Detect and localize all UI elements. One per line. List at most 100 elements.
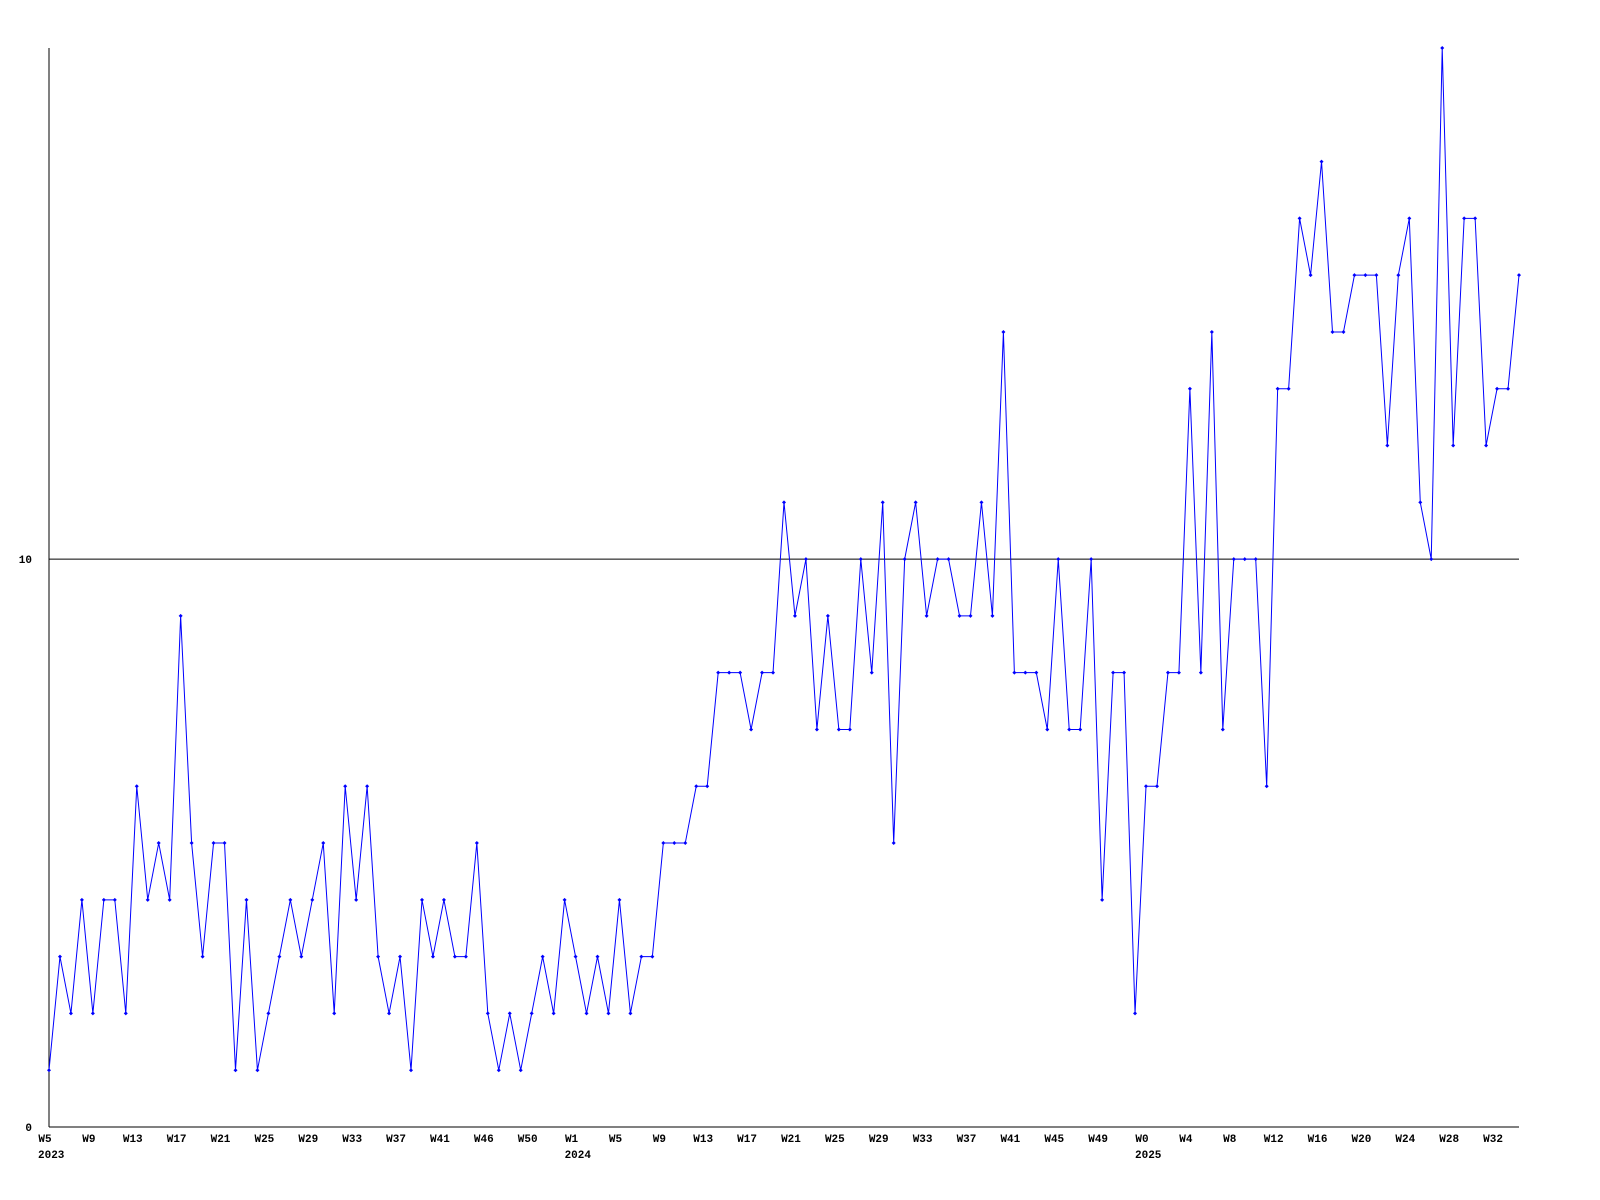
point — [145, 897, 150, 902]
point — [902, 557, 907, 562]
point — [452, 954, 457, 959]
x-tick-label: W25 — [254, 1134, 274, 1146]
point — [1067, 727, 1072, 732]
point — [957, 613, 962, 618]
x-tick-label: W37 — [386, 1134, 406, 1146]
point — [935, 557, 940, 562]
point — [1100, 897, 1105, 902]
x-tick-label: W32 — [1483, 1134, 1503, 1146]
point — [288, 897, 293, 902]
point — [376, 954, 381, 959]
point — [409, 1068, 414, 1073]
point — [1275, 386, 1280, 391]
x-tick-label: W9 — [82, 1134, 95, 1146]
point — [321, 841, 326, 846]
point — [310, 897, 315, 902]
x-tick-label: W17 — [737, 1134, 757, 1146]
point — [1297, 216, 1302, 221]
x-tick-label: W46 — [474, 1134, 494, 1146]
x-tick-label: W29 — [298, 1134, 318, 1146]
point — [946, 557, 951, 562]
point — [354, 897, 359, 902]
point — [1056, 557, 1061, 562]
x-tick-label: W21 — [211, 1134, 231, 1146]
point — [803, 557, 808, 562]
x-tick-label: W45 — [1044, 1134, 1064, 1146]
point — [332, 1011, 337, 1016]
point — [485, 1011, 490, 1016]
point — [628, 1011, 633, 1016]
point — [57, 954, 62, 959]
point — [365, 784, 370, 789]
point — [1473, 216, 1478, 221]
point — [562, 897, 567, 902]
point — [496, 1068, 501, 1073]
x-tick-label: W21 — [781, 1134, 801, 1146]
point — [858, 557, 863, 562]
point — [716, 670, 721, 675]
x-tick-label: W49 — [1088, 1134, 1108, 1146]
point — [266, 1011, 271, 1016]
point — [760, 670, 765, 675]
point — [134, 784, 139, 789]
point — [112, 897, 117, 902]
point — [1385, 443, 1390, 448]
point — [1407, 216, 1412, 221]
point — [1264, 784, 1269, 789]
year-label: 2023 — [38, 1150, 65, 1162]
point — [639, 954, 644, 959]
x-tick-label: W50 — [518, 1134, 538, 1146]
point — [1352, 273, 1357, 278]
point — [1484, 443, 1489, 448]
point — [573, 954, 578, 959]
point — [90, 1011, 95, 1016]
point — [825, 613, 830, 618]
point — [1034, 670, 1039, 675]
point — [1045, 727, 1050, 732]
point — [1001, 329, 1006, 334]
point — [869, 670, 874, 675]
point — [968, 613, 973, 618]
point — [683, 841, 688, 846]
x-tick-label: W37 — [957, 1134, 977, 1146]
point — [1495, 386, 1500, 391]
point — [1023, 670, 1028, 675]
point — [617, 897, 622, 902]
point — [705, 784, 710, 789]
point — [979, 500, 984, 505]
point — [189, 841, 194, 846]
point — [244, 897, 249, 902]
point — [343, 784, 348, 789]
x-tick-label: W0 — [1135, 1134, 1148, 1146]
point — [1286, 386, 1291, 391]
point — [123, 1011, 128, 1016]
point — [595, 954, 600, 959]
point — [1462, 216, 1467, 221]
point — [847, 727, 852, 732]
point — [650, 954, 655, 959]
point — [891, 841, 896, 846]
point — [1220, 727, 1225, 732]
point — [398, 954, 403, 959]
point — [68, 1011, 73, 1016]
point — [507, 1011, 512, 1016]
point — [1176, 670, 1181, 675]
x-tick-label: W29 — [869, 1134, 889, 1146]
point — [1198, 670, 1203, 675]
point — [430, 954, 435, 959]
x-tick-label: W9 — [653, 1134, 666, 1146]
point — [200, 954, 205, 959]
x-tick-label: W8 — [1223, 1134, 1237, 1146]
point — [419, 897, 424, 902]
point — [990, 613, 995, 618]
point — [1242, 557, 1247, 562]
x-tick-label: W13 — [693, 1134, 713, 1146]
point — [222, 841, 227, 846]
point — [1154, 784, 1159, 789]
year-label: 2025 — [1135, 1150, 1162, 1162]
point — [551, 1011, 556, 1016]
x-tick-label: W28 — [1439, 1134, 1459, 1146]
point — [1165, 670, 1170, 675]
point — [672, 841, 677, 846]
